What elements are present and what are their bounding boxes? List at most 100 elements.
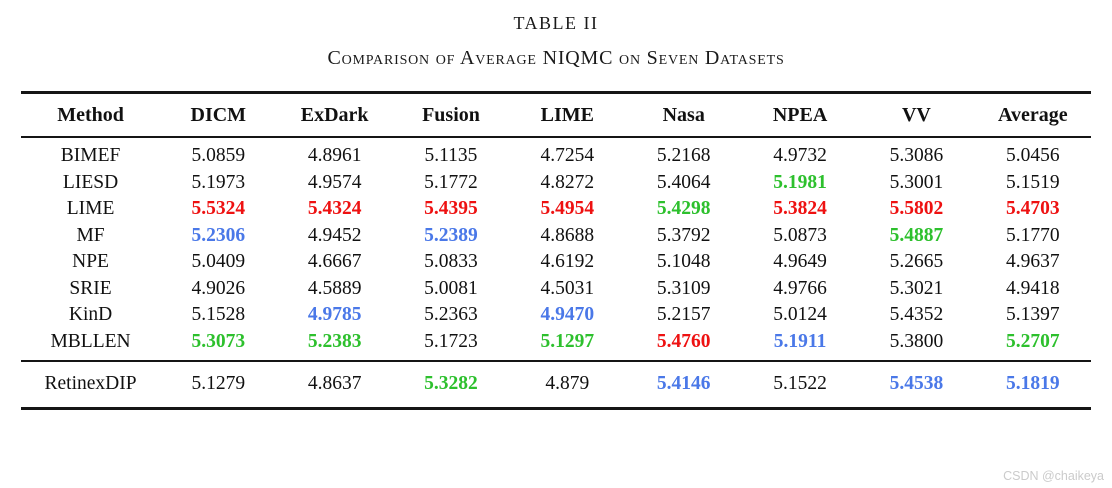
value-cell-nasa: 5.2157: [656, 304, 711, 325]
column-header-dicm: DICM: [190, 104, 247, 126]
value-cell-average: 5.1397: [1005, 304, 1060, 325]
value-cell-vv: 5.3021: [889, 277, 944, 299]
value-cell-dicm: 5.1528: [191, 304, 246, 325]
value-cell-npea: 5.1911: [773, 330, 827, 352]
value-cell-nasa: 5.4064: [656, 171, 711, 193]
value-cell-lime: 4.7254: [540, 145, 595, 166]
value-cell-vv: 5.3001: [889, 171, 944, 193]
table-row-bimef: BIMEF 5.0859 4.8961 5.1135 4.7254 5.2168 4.973…: [21, 137, 1091, 170]
value-cell-npea: 4.9766: [773, 277, 827, 299]
value-cell-vv: 5.3800: [889, 330, 944, 352]
table-row-retinexdip: RetinexDIP 5.1279 4.8637 5.3282 4.879 5.4146 5…: [21, 361, 1091, 409]
value-cell-npea: 4.9732: [773, 145, 827, 166]
method-cell: NPE: [72, 251, 109, 272]
value-cell-vv: 5.4352: [889, 304, 944, 325]
value-cell-vv: 5.3086: [889, 145, 944, 166]
value-cell-fusion: 5.1723: [424, 330, 478, 352]
value-cell-lime: 4.6192: [540, 251, 595, 272]
table-caption-title: Comparison of Average NIQMC on Seven Dat…: [327, 47, 785, 69]
value-cell-nasa: 5.1048: [656, 251, 711, 272]
column-header-fusion: Fusion: [422, 104, 480, 126]
method-cell: KinD: [68, 304, 113, 325]
value-cell-exdark: 5.4324: [307, 198, 362, 219]
value-cell-dicm: 5.1279: [191, 372, 246, 394]
value-cell-nasa: 5.4760: [656, 330, 711, 352]
value-cell-fusion: 5.3282: [424, 372, 478, 394]
column-header-method: Method: [57, 104, 124, 126]
value-cell-exdark: 4.8637: [307, 372, 362, 394]
table-row-mbllen: MBLLEN 5.3073 5.2383 5.1723 5.1297 5.4760 5.19…: [21, 329, 1091, 361]
header-row: Method DICM ExDark Fusion LIME Nasa NPEA VV Aver…: [21, 93, 1091, 137]
value-cell-dicm: 5.2306: [191, 224, 246, 246]
value-cell-lime: 4.879: [545, 372, 590, 394]
value-cell-npea: 5.1522: [773, 372, 827, 394]
table-footer-body: RetinexDIP 5.1279 4.8637 5.3282 4.879 5.4146 5…: [21, 361, 1091, 409]
method-cell: SRIE: [69, 277, 112, 299]
table-row-npe: NPE 5.0409 4.6667 5.0833 4.6192 5.1048 4.9649 5…: [21, 249, 1091, 276]
value-cell-exdark: 4.5889: [307, 277, 362, 299]
column-header-nasa: Nasa: [662, 104, 705, 126]
value-cell-average: 5.1519: [1005, 171, 1060, 193]
method-cell: RetinexDIP: [44, 372, 137, 394]
value-cell-dicm: 5.0409: [191, 251, 246, 272]
value-cell-exdark: 4.9785: [307, 304, 362, 325]
table-row-kind: KinD 5.1528 4.9785 5.2363 4.9470 5.2157 5.0124…: [21, 302, 1091, 329]
value-cell-nasa: 5.3792: [656, 224, 711, 246]
value-cell-lime: 4.8688: [540, 224, 595, 246]
value-cell-dicm: 5.0859: [191, 145, 246, 166]
value-cell-npea: 5.3824: [773, 198, 827, 219]
value-cell-npea: 5.1981: [773, 171, 827, 193]
method-cell: MBLLEN: [50, 330, 131, 352]
value-cell-fusion: 5.4395: [424, 198, 478, 219]
value-cell-vv: 5.5802: [889, 198, 944, 219]
table-row-mf: MF 5.2306 4.9452 5.2389 4.8688 5.3792 5.0873 5.…: [21, 223, 1091, 250]
value-cell-vv: 5.2665: [889, 251, 944, 272]
value-cell-average: 5.1819: [1005, 372, 1060, 394]
value-cell-dicm: 5.3073: [191, 330, 246, 352]
value-cell-fusion: 5.0081: [424, 277, 478, 299]
table-row-liesd: LIESD 5.1973 4.9574 5.1772 4.8272 5.4064 5.198…: [21, 170, 1091, 197]
watermark: CSDN @chaikeya: [1003, 469, 1104, 483]
value-cell-fusion: 5.2363: [424, 304, 478, 325]
value-cell-lime: 4.9470: [540, 304, 595, 325]
value-cell-vv: 5.4538: [889, 372, 944, 394]
value-cell-average: 5.1770: [1005, 224, 1060, 246]
value-cell-average: 5.4703: [1005, 198, 1060, 219]
column-header-exdark: ExDark: [300, 104, 369, 126]
value-cell-exdark: 4.9574: [307, 171, 362, 193]
value-cell-fusion: 5.0833: [424, 251, 478, 272]
value-cell-lime: 4.8272: [540, 171, 595, 193]
value-cell-average: 4.9637: [1005, 251, 1060, 272]
method-cell: BIMEF: [60, 145, 121, 166]
value-cell-exdark: 4.8961: [307, 145, 362, 166]
value-cell-average: 5.2707: [1005, 330, 1060, 352]
column-header-npea: NPEA: [772, 104, 828, 126]
value-cell-nasa: 5.2168: [656, 145, 711, 166]
method-cell: LIME: [66, 198, 115, 219]
value-cell-npea: 4.9649: [773, 251, 827, 272]
niqmc-comparison-table: Method DICM ExDark Fusion LIME Nasa NPEA VV Aver…: [21, 91, 1091, 410]
value-cell-lime: 5.4954: [540, 198, 595, 219]
table-caption: TABLE II Comparison of Average NIQMC on …: [0, 13, 1112, 70]
value-cell-dicm: 5.5324: [191, 198, 246, 219]
value-cell-nasa: 5.3109: [656, 277, 711, 299]
value-cell-exdark: 5.2383: [307, 330, 362, 352]
table-row-srie: SRIE 4.9026 4.5889 5.0081 4.5031 5.3109 4.9766…: [21, 276, 1091, 303]
method-cell: LIESD: [62, 171, 119, 193]
value-cell-average: 5.0456: [1005, 145, 1060, 166]
value-cell-lime: 4.5031: [540, 277, 595, 299]
value-cell-dicm: 5.1973: [191, 171, 246, 193]
value-cell-exdark: 4.6667: [307, 251, 362, 272]
value-cell-fusion: 5.2389: [424, 224, 478, 246]
column-header-lime: LIME: [540, 104, 595, 126]
value-cell-fusion: 5.1772: [424, 171, 478, 193]
value-cell-fusion: 5.1135: [424, 145, 478, 166]
column-header-average: Average: [998, 104, 1068, 126]
column-header-vv: VV: [901, 104, 931, 126]
value-cell-exdark: 4.9452: [307, 224, 362, 246]
value-cell-lime: 5.1297: [540, 330, 595, 352]
table-row-lime: LIME 5.5324 5.4324 5.4395 5.4954 5.4298 5.3824…: [21, 196, 1091, 223]
method-cell: MF: [76, 224, 105, 246]
table-body: BIMEF 5.0859 4.8961 5.1135 4.7254 5.2168 4.973…: [21, 137, 1091, 361]
value-cell-vv: 5.4887: [889, 224, 944, 246]
